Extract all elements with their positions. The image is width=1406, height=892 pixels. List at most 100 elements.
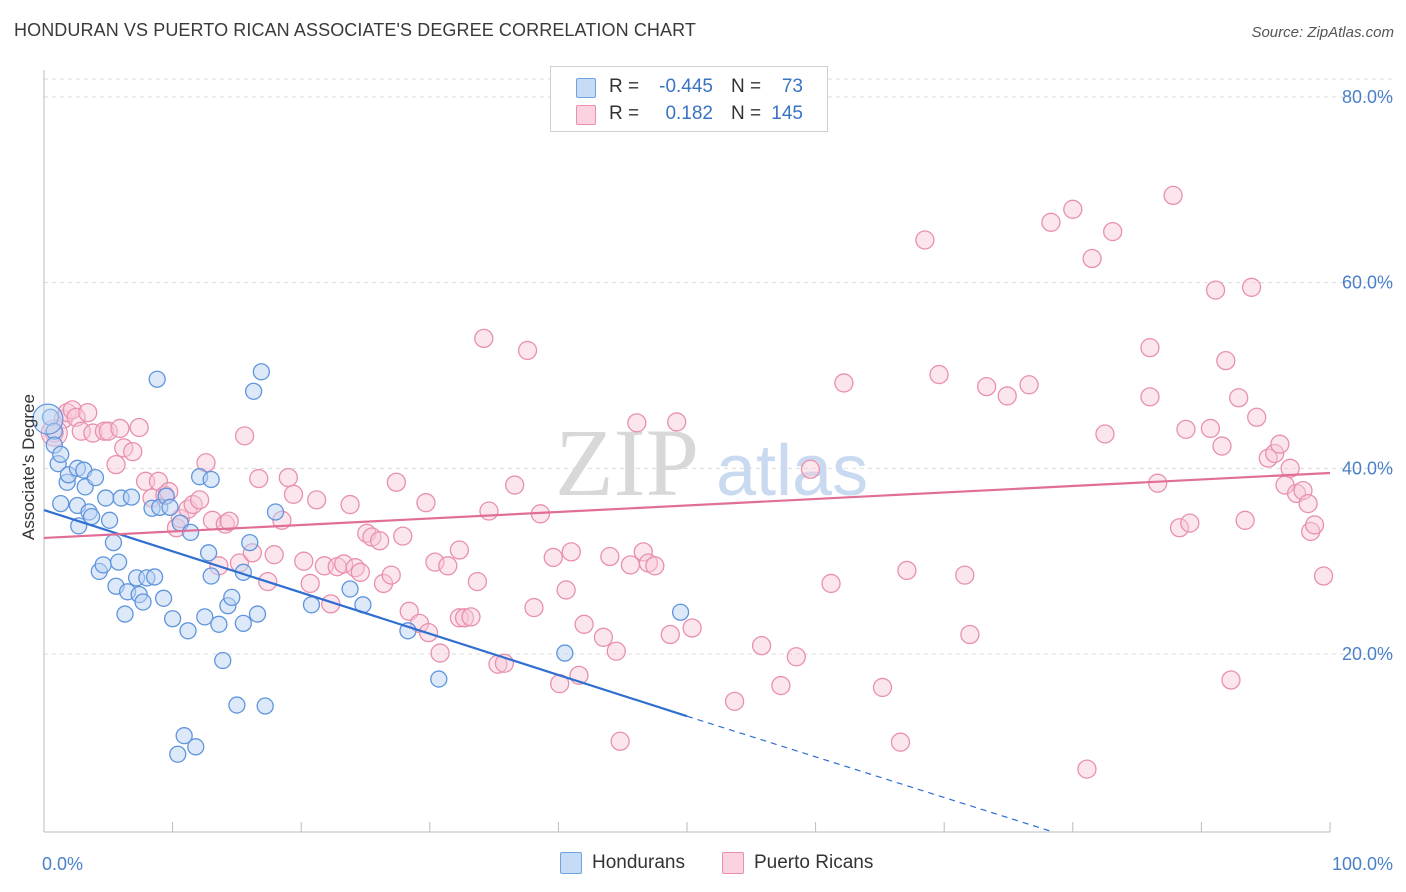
puerto-rican-point <box>78 402 98 423</box>
puerto-rican-point <box>1103 221 1123 242</box>
puerto-rican-point <box>524 597 544 618</box>
axes <box>43 70 1331 833</box>
puerto-rican-point <box>1180 513 1200 533</box>
puerto-rican-point <box>1313 566 1334 586</box>
puerto-rican-point <box>633 542 653 562</box>
honduran-point <box>199 544 218 562</box>
legend-n-value: 145 <box>771 103 803 124</box>
puerto-rican-point <box>1280 458 1300 478</box>
puerto-rican-point <box>386 472 407 492</box>
puerto-rican-point <box>771 675 791 696</box>
tick-labels: 20.0% 40.0% 60.0% 80.0% 0.0% 100.0% <box>42 87 1393 874</box>
puerto-rican-point <box>1077 759 1097 779</box>
honduran-point <box>104 533 123 552</box>
trend-lines <box>43 471 1331 833</box>
puerto-rican-point <box>872 677 893 698</box>
puerto-rican-point <box>751 635 772 656</box>
puerto-rican-point <box>264 545 284 565</box>
puerto-rican-point <box>1298 493 1318 514</box>
honduran-point <box>234 614 252 633</box>
puerto-rican-point <box>976 376 997 397</box>
honduran-point <box>52 445 70 464</box>
y-axis-label: Associate's Degree <box>19 394 38 540</box>
puerto-rican-point <box>350 562 371 582</box>
puerto-rican-point <box>821 573 841 594</box>
watermark: ZIP atlas <box>555 409 868 516</box>
honduran-point <box>187 738 205 756</box>
puerto-rican-point <box>454 608 475 628</box>
honduran-point <box>181 523 200 542</box>
puerto-rican-point <box>505 475 525 495</box>
puerto-rican-point <box>1205 280 1226 300</box>
puerto-rican-point <box>369 531 390 551</box>
series-swatch-hondurans <box>560 852 582 874</box>
puerto-rican-point <box>278 467 298 488</box>
honduran-point <box>223 588 241 607</box>
puerto-rican-point <box>556 580 576 600</box>
puerto-rican-point <box>667 412 687 432</box>
honduran-trend-line <box>43 509 688 718</box>
legend-r-label: R = <box>609 76 640 97</box>
legend-r-value: -0.445 <box>659 76 713 97</box>
puerto-rican-point <box>1140 387 1160 407</box>
honduran-points <box>32 363 690 763</box>
puerto-rican-point <box>1265 443 1285 464</box>
honduran-point <box>179 622 197 640</box>
honduran-point <box>671 603 690 621</box>
puerto-rican-point <box>1235 510 1255 530</box>
puerto-rican-point <box>189 490 210 510</box>
legend-r-value: 0.182 <box>665 103 713 124</box>
honduran-point <box>97 489 115 507</box>
puerto-rican-point <box>416 493 436 513</box>
puerto-rican-point <box>660 624 680 645</box>
puerto-rican-point <box>1247 407 1267 427</box>
puerto-rican-point <box>593 627 614 647</box>
puerto-rican-point <box>294 551 314 571</box>
puerto-rican-point <box>724 691 745 711</box>
puerto-rican-point <box>449 540 470 560</box>
legend-row-hondurans: R = -0.445 N = 73 <box>551 74 827 102</box>
puerto-rican-point <box>645 556 665 576</box>
puerto-rican-point <box>1304 515 1325 535</box>
honduran-point <box>241 533 259 552</box>
puerto-rican-point <box>1041 212 1061 232</box>
honduran-point <box>228 696 246 714</box>
puerto-rican-point <box>234 426 255 446</box>
puerto-rican-point <box>306 490 327 510</box>
honduran-point <box>134 593 152 611</box>
puerto-rican-point <box>438 556 458 576</box>
puerto-rican-point <box>1270 434 1290 454</box>
puerto-rican-point <box>1169 518 1190 538</box>
puerto-rican-point <box>1216 350 1236 371</box>
chart-source: Source: ZipAtlas.com <box>1251 24 1394 41</box>
honduran-point <box>161 498 179 516</box>
honduran-point <box>163 610 182 628</box>
puerto-rican-point <box>574 614 594 634</box>
series-label-puerto-ricans: Puerto Ricans <box>754 852 874 873</box>
honduran-point <box>256 697 274 715</box>
puerto-rican-point <box>479 501 499 521</box>
honduran-point <box>556 644 574 662</box>
puerto-rican-point <box>393 526 413 546</box>
puerto-rican-point <box>786 647 806 667</box>
honduran-point <box>244 382 263 400</box>
puerto-rican-point <box>929 364 949 385</box>
puerto-rican-point <box>915 230 935 250</box>
puerto-rican-point <box>1082 248 1102 269</box>
puerto-rican-point <box>1241 277 1262 297</box>
puerto-rican-point <box>106 454 126 475</box>
puerto-rican-point <box>1063 199 1083 219</box>
honduran-point <box>82 507 101 526</box>
honduran-point <box>214 651 232 670</box>
watermark-zip: ZIP <box>555 409 699 516</box>
puerto-rican-point <box>129 417 149 438</box>
puerto-rican-point <box>300 573 320 594</box>
legend-row-puerto-ricans: R = 0.182 N = 145 <box>551 101 827 129</box>
puerto-rican-point <box>283 484 304 504</box>
honduran-point <box>341 580 359 598</box>
honduran-point <box>196 608 214 626</box>
correlation-legend: R = -0.445 N = 73 R = 0.182 N = 145 <box>550 66 828 132</box>
legend-swatch-puerto-ricans <box>576 105 596 125</box>
honduran-point <box>154 589 173 607</box>
honduran-point <box>100 511 119 529</box>
